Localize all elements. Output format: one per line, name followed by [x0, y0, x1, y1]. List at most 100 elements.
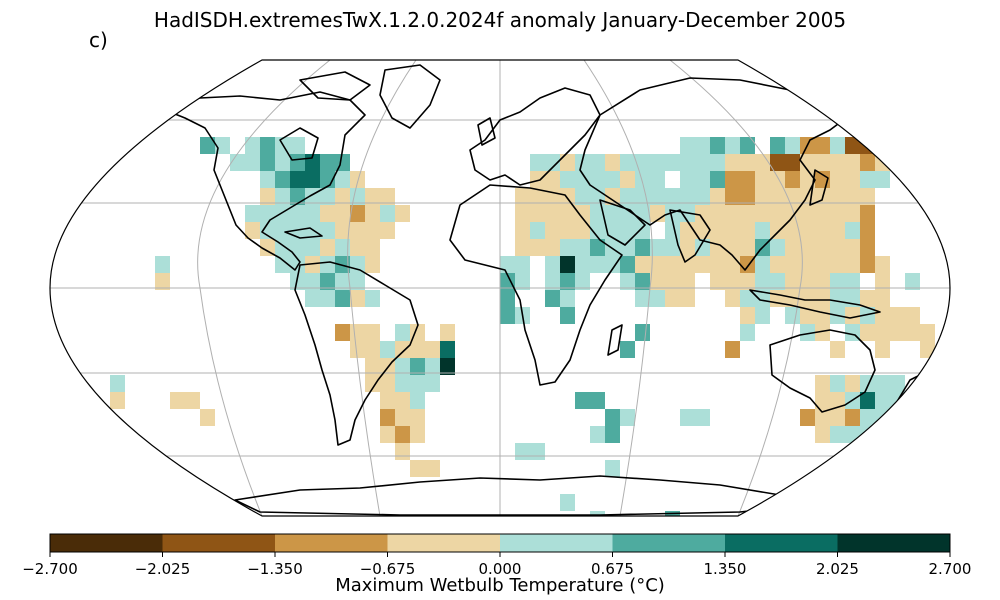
- anomaly-cell: [395, 341, 410, 358]
- anomaly-cell: [965, 392, 980, 409]
- anomaly-cell: [815, 154, 830, 171]
- anomaly-cell: [725, 341, 740, 358]
- anomaly-cell: [665, 205, 680, 222]
- anomaly-cell: [920, 409, 935, 426]
- anomaly-cell: [650, 239, 665, 256]
- anomaly-cell: [260, 188, 275, 205]
- anomaly-cell: [860, 239, 875, 256]
- anomaly-cell: [425, 358, 440, 375]
- anomaly-cell: [890, 375, 905, 392]
- anomaly-cell: [620, 205, 635, 222]
- anomaly-cell: [335, 171, 350, 188]
- anomaly-cell: [725, 137, 740, 154]
- anomaly-cell: [365, 375, 380, 392]
- anomaly-cell: [500, 256, 515, 273]
- anomaly-cell: [305, 171, 320, 188]
- anomaly-cell: [680, 409, 695, 426]
- colorbar-segment: [162, 534, 276, 552]
- anomaly-cell: [530, 188, 545, 205]
- anomaly-cell: [665, 222, 680, 239]
- anomaly-cell: [350, 324, 365, 341]
- anomaly-cell: [875, 256, 890, 273]
- anomaly-cell: [305, 273, 320, 290]
- colorbar-tick-label: −2.025: [135, 560, 191, 578]
- anomaly-cell: [590, 171, 605, 188]
- anomaly-cell: [620, 239, 635, 256]
- anomaly-cell: [845, 375, 860, 392]
- anomaly-cell: [815, 426, 830, 443]
- anomaly-cell: [680, 188, 695, 205]
- anomaly-cell: [605, 426, 620, 443]
- colorbar-tick-label: 2.700: [929, 560, 972, 578]
- anomaly-cell: [680, 290, 695, 307]
- anomaly-cell: [260, 222, 275, 239]
- colorbar-segment: [50, 534, 163, 552]
- anomaly-cell: [875, 171, 890, 188]
- anomaly-cell: [545, 222, 560, 239]
- anomaly-cell: [695, 239, 710, 256]
- anomaly-cell: [395, 358, 410, 375]
- anomaly-cell: [380, 222, 395, 239]
- coast-australia: [769, 329, 876, 413]
- anomaly-cell: [785, 171, 800, 188]
- anomaly-cell: [620, 409, 635, 426]
- anomaly-cell: [410, 460, 425, 477]
- anomaly-cell: [560, 222, 575, 239]
- anomaly-cell: [800, 256, 815, 273]
- anomaly-cell: [650, 171, 665, 188]
- anomaly-cell: [830, 409, 845, 426]
- anomaly-cell: [590, 154, 605, 171]
- anomaly-cell: [605, 460, 620, 477]
- anomaly-cell: [860, 392, 875, 409]
- anomaly-cell: [725, 256, 740, 273]
- coast-africa: [449, 184, 623, 386]
- anomaly-cell: [635, 324, 650, 341]
- anomaly-cell: [860, 137, 875, 154]
- anomaly-cell: [440, 341, 455, 358]
- anomaly-cell: [530, 154, 545, 171]
- coast-south-america: [294, 261, 419, 446]
- anomaly-cell: [545, 188, 560, 205]
- anomaly-cell: [815, 239, 830, 256]
- anomaly-cell: [875, 341, 890, 358]
- anomaly-cell: [545, 239, 560, 256]
- anomaly-cell: [725, 222, 740, 239]
- anomaly-cell: [305, 290, 320, 307]
- anomaly-cell: [395, 324, 410, 341]
- colorbar-segments: [50, 534, 951, 552]
- anomaly-cell: [500, 273, 515, 290]
- anomaly-cell: [425, 341, 440, 358]
- anomaly-cell: [740, 307, 755, 324]
- anomaly-cell: [905, 324, 920, 341]
- anomaly-cell: [575, 392, 590, 409]
- anomaly-cell: [380, 341, 395, 358]
- anomaly-cell: [350, 205, 365, 222]
- anomaly-cell: [830, 290, 845, 307]
- coast-greenland: [379, 64, 441, 129]
- anomaly-cell: [155, 256, 170, 273]
- anomaly-cell: [275, 171, 290, 188]
- anomaly-cell: [365, 256, 380, 273]
- anomaly-cell: [335, 222, 350, 239]
- anomaly-cell: [380, 426, 395, 443]
- anomaly-cell: [590, 511, 605, 516]
- anomaly-cell: [290, 188, 305, 205]
- anomaly-cell: [845, 137, 860, 154]
- anomaly-cell: [770, 137, 785, 154]
- anomaly-cell: [545, 256, 560, 273]
- anomaly-cell: [290, 171, 305, 188]
- anomaly-cell: [530, 443, 545, 460]
- anomaly-cell: [830, 239, 845, 256]
- anomaly-cell: [350, 239, 365, 256]
- anomaly-cell: [860, 222, 875, 239]
- anomaly-cell: [665, 273, 680, 290]
- anomaly-cell: [755, 273, 770, 290]
- anomaly-cell: [755, 171, 770, 188]
- anomaly-cell: [725, 171, 740, 188]
- colorbar-ticks: −2.700 −2.025 −1.350 −0.675 0.000 0.675 1.350 2…: [22, 552, 971, 578]
- anomaly-cell: [350, 171, 365, 188]
- anomaly-cell: [290, 137, 305, 154]
- anomaly-cell: [905, 409, 920, 426]
- anomaly-cell: [830, 273, 845, 290]
- anomaly-cell: [830, 154, 845, 171]
